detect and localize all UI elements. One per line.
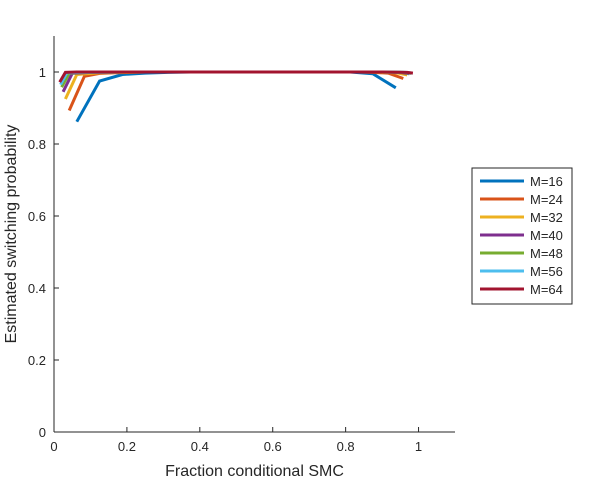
legend-label: M=24 [530,192,563,207]
legend-label: M=40 [530,228,563,243]
legend-label: M=64 [530,282,563,297]
x-tick-label: 0.8 [337,439,355,454]
x-tick-label: 0.4 [191,439,209,454]
legend-label: M=32 [530,210,563,225]
tick-labels: 0 0.2 0.4 0.6 0.8 1 0 0.2 0.4 0.6 0.8 1 [28,65,422,454]
x-axis-label: Fraction conditional SMC [165,463,344,480]
y-axis-label: Estimated switching probability [3,125,20,344]
x-tick-label: 1 [415,439,422,454]
y-tick-label: 1 [39,65,46,80]
series-lines [58,70,414,123]
axes [53,36,455,433]
series-line-m64 [58,70,414,83]
y-tick-label: 0.6 [28,209,46,224]
legend-label: M=56 [530,264,563,279]
y-tick-label: 0 [39,425,46,440]
legend: M=16 M=24 M=32 M=40 M=48 M=56 M=64 [471,167,573,305]
y-tick-label: 0.4 [28,281,46,296]
x-tick-label: 0.6 [264,439,282,454]
x-tick-label: 0.2 [118,439,136,454]
legend-label: M=48 [530,246,563,261]
x-tick-label: 0 [50,439,57,454]
y-tick-label: 0.2 [28,353,46,368]
legend-label: M=16 [530,174,563,189]
y-tick-label: 0.8 [28,137,46,152]
